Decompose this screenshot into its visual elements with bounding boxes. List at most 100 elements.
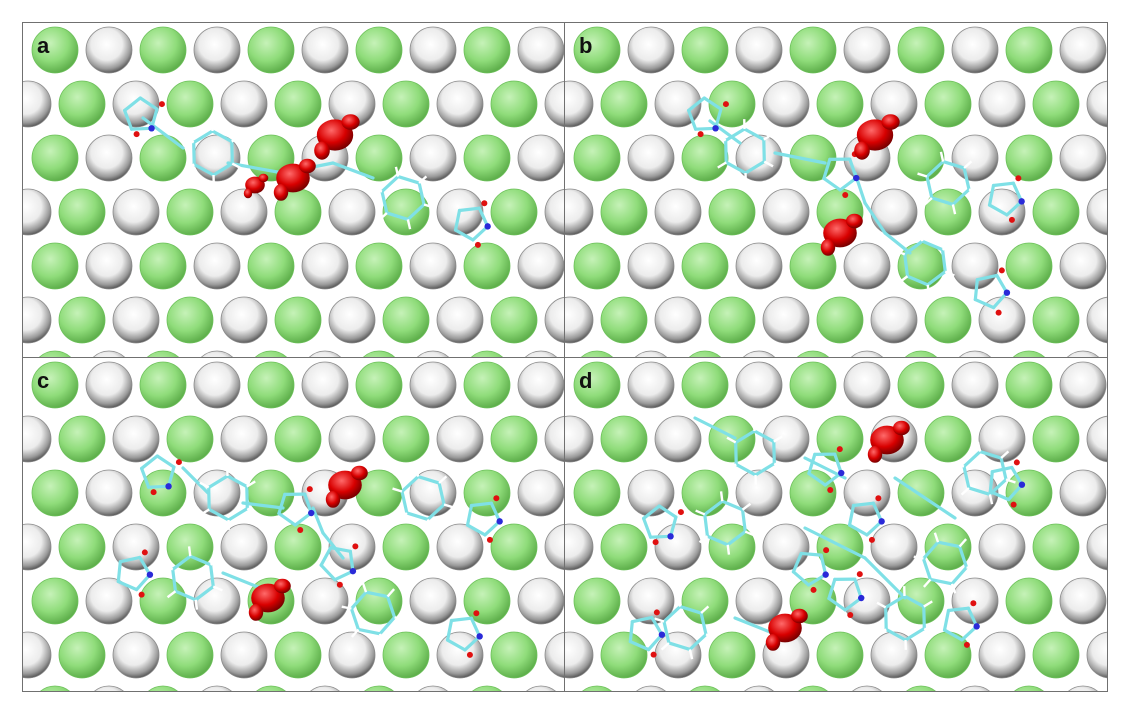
green-atom [31,469,79,517]
bond [662,619,671,645]
white-atom [409,577,457,625]
oxygen-atom [466,651,473,658]
white-atom [418,685,448,691]
green-atom [924,80,972,128]
bond-h [394,616,405,621]
white-atom [1086,415,1107,463]
white-atom [843,469,891,517]
bond-h [246,507,257,515]
bond [884,594,907,610]
green-atom [490,80,538,128]
bond [978,449,1003,460]
green-atom [1032,631,1080,679]
bond [702,96,723,111]
bond [116,560,122,584]
surface-atoms [565,26,1107,357]
bond-h [922,578,932,588]
bond [208,563,215,589]
bond [1010,465,1024,487]
bond [734,462,758,477]
bond [884,605,888,632]
spin-density-lobe [248,604,264,621]
bond [926,269,947,287]
white-atom [301,361,349,409]
white-atom [627,577,675,625]
bond [123,96,142,113]
white-atom [112,415,160,463]
bond [950,565,969,586]
white-atom [94,685,124,691]
bond [699,611,708,637]
green-atom [681,134,729,182]
bond-h [923,627,934,635]
green-atom [600,188,648,236]
bond [991,181,1015,188]
spin-density-lobe [867,446,883,463]
bond [726,529,747,547]
green-atom [274,296,322,344]
bond [724,127,747,143]
green-atom [1032,523,1080,571]
green-atom [600,80,648,128]
white-atom [310,685,340,691]
bond [426,502,446,522]
bond-h [951,204,957,215]
white-atom [193,26,241,74]
white-atom [436,80,484,128]
green-atom [247,26,295,74]
bond-h [705,633,716,639]
bond [703,512,710,538]
white-atom [627,242,675,290]
white-atom [951,134,999,182]
bond [799,551,823,557]
bond [772,439,776,466]
nitrogen-atom [658,631,666,638]
white-atom [328,415,376,463]
bond [693,416,737,440]
bond-h [426,519,432,530]
bond-h [378,212,388,221]
white-atom [762,296,810,344]
green-atom [31,26,79,74]
green-atom [274,631,322,679]
bond [941,159,966,170]
bond [192,162,216,177]
nitrogen-atom [148,125,155,132]
white-atom [1059,469,1107,517]
green-atom [355,242,403,290]
white-atom [193,577,241,625]
bond [988,470,994,494]
white-atom [85,242,133,290]
spin-density-lobe [274,578,291,594]
bond-h [698,535,709,544]
green-atom [382,631,430,679]
white-atom [85,26,133,74]
panel-label-a: a [37,33,50,58]
oxygen-atom [875,495,882,502]
oxygen-atom [138,591,145,598]
bond [863,556,907,600]
bond [207,507,231,522]
bond [241,501,285,510]
green-atom [58,80,106,128]
bond [194,584,215,602]
green-atom [816,296,864,344]
bond [807,471,827,487]
green-atom [1005,469,1053,517]
bond [925,159,945,179]
green-atom [490,296,538,344]
bond [853,577,863,600]
green-atom [355,361,403,409]
bond-h [212,585,223,592]
molecule [628,416,1026,660]
white-atom [843,242,891,290]
white-atom [517,577,564,625]
green-atom [1014,685,1044,691]
green-atom [924,415,972,463]
bond [946,606,970,613]
bond [349,590,368,611]
white-atom [220,631,268,679]
white-atom [627,469,675,517]
oxygen-atom [995,309,1002,316]
nitrogen-atom [853,174,860,182]
